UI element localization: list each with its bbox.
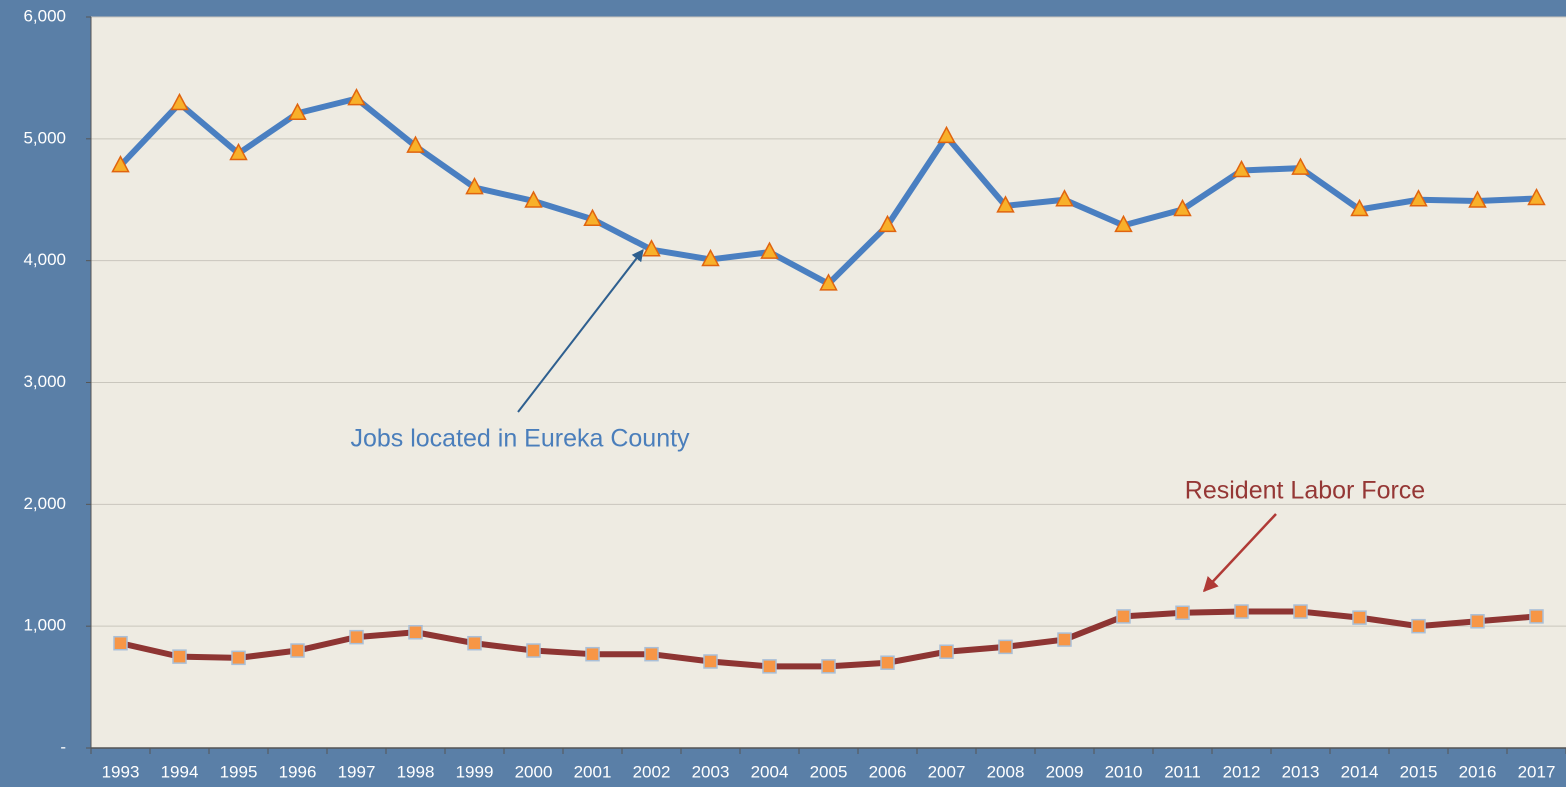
square-marker	[1352, 610, 1367, 625]
x-tick-label: 2005	[810, 762, 848, 781]
x-tick-label: 2001	[574, 762, 612, 781]
triangle-marker	[1350, 198, 1369, 217]
triangle-marker	[1409, 189, 1428, 207]
square-marker	[231, 650, 246, 666]
x-tick-label: 2017	[1518, 762, 1556, 781]
triangle-marker	[524, 190, 543, 208]
triangle-marker	[878, 214, 897, 233]
x-tick-label: 1997	[338, 762, 376, 781]
annotation-arrow	[517, 249, 644, 413]
triangle-marker	[347, 88, 366, 106]
square-marker	[172, 649, 187, 664]
triangle-marker	[288, 102, 307, 120]
square-marker	[408, 625, 423, 640]
triangle-marker	[819, 273, 838, 291]
x-tick-label: 2003	[692, 762, 730, 781]
x-tick-label: 2010	[1105, 762, 1143, 781]
triangle-marker	[465, 176, 484, 195]
triangle-marker	[760, 241, 779, 259]
x-tick-label: 1995	[220, 762, 258, 781]
x-tick-label: 2000	[515, 762, 553, 781]
square-marker	[467, 635, 482, 651]
triangle-marker	[406, 135, 425, 153]
x-tick-label: 2007	[928, 762, 966, 781]
triangle-marker	[1232, 159, 1251, 178]
square-marker	[1529, 609, 1544, 624]
x-tick-label: 1999	[456, 762, 494, 781]
triangle-marker	[642, 239, 661, 257]
square-marker	[939, 644, 954, 660]
square-marker	[762, 659, 777, 674]
x-tick-label: 1998	[397, 762, 435, 781]
x-tick-label: 2011	[1164, 762, 1201, 781]
square-marker	[880, 655, 895, 670]
square-marker	[1057, 632, 1072, 647]
x-tick-label: 1994	[161, 762, 199, 781]
y-tick-label: 3,000	[23, 372, 66, 391]
x-tick-label: 2006	[869, 762, 907, 781]
triangle-marker	[1527, 187, 1546, 206]
x-tick-label: 2013	[1282, 762, 1320, 781]
annotation: Resident Labor Force	[1185, 477, 1425, 505]
x-tick-label: 2015	[1400, 762, 1438, 781]
square-marker	[1470, 614, 1485, 629]
triangle-marker	[229, 142, 248, 161]
triangle-marker	[583, 208, 602, 226]
y-tick-label: 5,000	[23, 128, 66, 147]
annotation-arrow	[1202, 513, 1277, 593]
square-marker	[1411, 618, 1426, 634]
square-marker	[526, 643, 541, 658]
square-marker	[703, 654, 718, 669]
annotation: Jobs located in Eureka County	[350, 425, 690, 453]
triangle-marker	[1468, 190, 1487, 208]
triangle-marker	[1173, 198, 1192, 217]
triangle-marker	[1055, 189, 1074, 207]
y-tick-label: 2,000	[23, 494, 66, 513]
y-tick-label: 1,000	[23, 616, 66, 635]
x-tick-label: 1996	[279, 762, 317, 781]
square-marker	[113, 635, 128, 651]
x-tick-label: 2008	[987, 762, 1025, 781]
square-marker	[644, 646, 659, 662]
square-marker	[349, 629, 364, 645]
x-tick-label: 2002	[633, 762, 671, 781]
y-tick-label: 6,000	[23, 6, 66, 25]
square-marker	[585, 646, 600, 662]
x-tick-label: 2016	[1459, 762, 1497, 781]
square-marker	[1175, 605, 1190, 621]
triangle-marker	[701, 248, 720, 267]
square-marker	[1293, 604, 1308, 619]
triangle-marker	[996, 195, 1015, 213]
triangle-marker	[111, 155, 130, 173]
triangle-marker	[1114, 214, 1133, 233]
triangle-marker	[170, 92, 189, 111]
y-tick-label: 4,000	[23, 250, 66, 269]
triangle-marker	[937, 125, 956, 144]
x-tick-label: 2014	[1341, 762, 1379, 781]
square-marker	[290, 643, 305, 658]
triangle-marker	[1291, 157, 1310, 175]
square-marker	[998, 639, 1013, 655]
y-tick-label: -	[60, 737, 66, 756]
square-marker	[821, 659, 836, 674]
x-tick-label: 2004	[751, 762, 789, 781]
x-tick-label: 2012	[1223, 762, 1261, 781]
x-tick-label: 1993	[102, 762, 140, 781]
square-marker	[1116, 609, 1131, 624]
x-tick-label: 2009	[1046, 762, 1084, 781]
square-marker	[1234, 604, 1249, 619]
